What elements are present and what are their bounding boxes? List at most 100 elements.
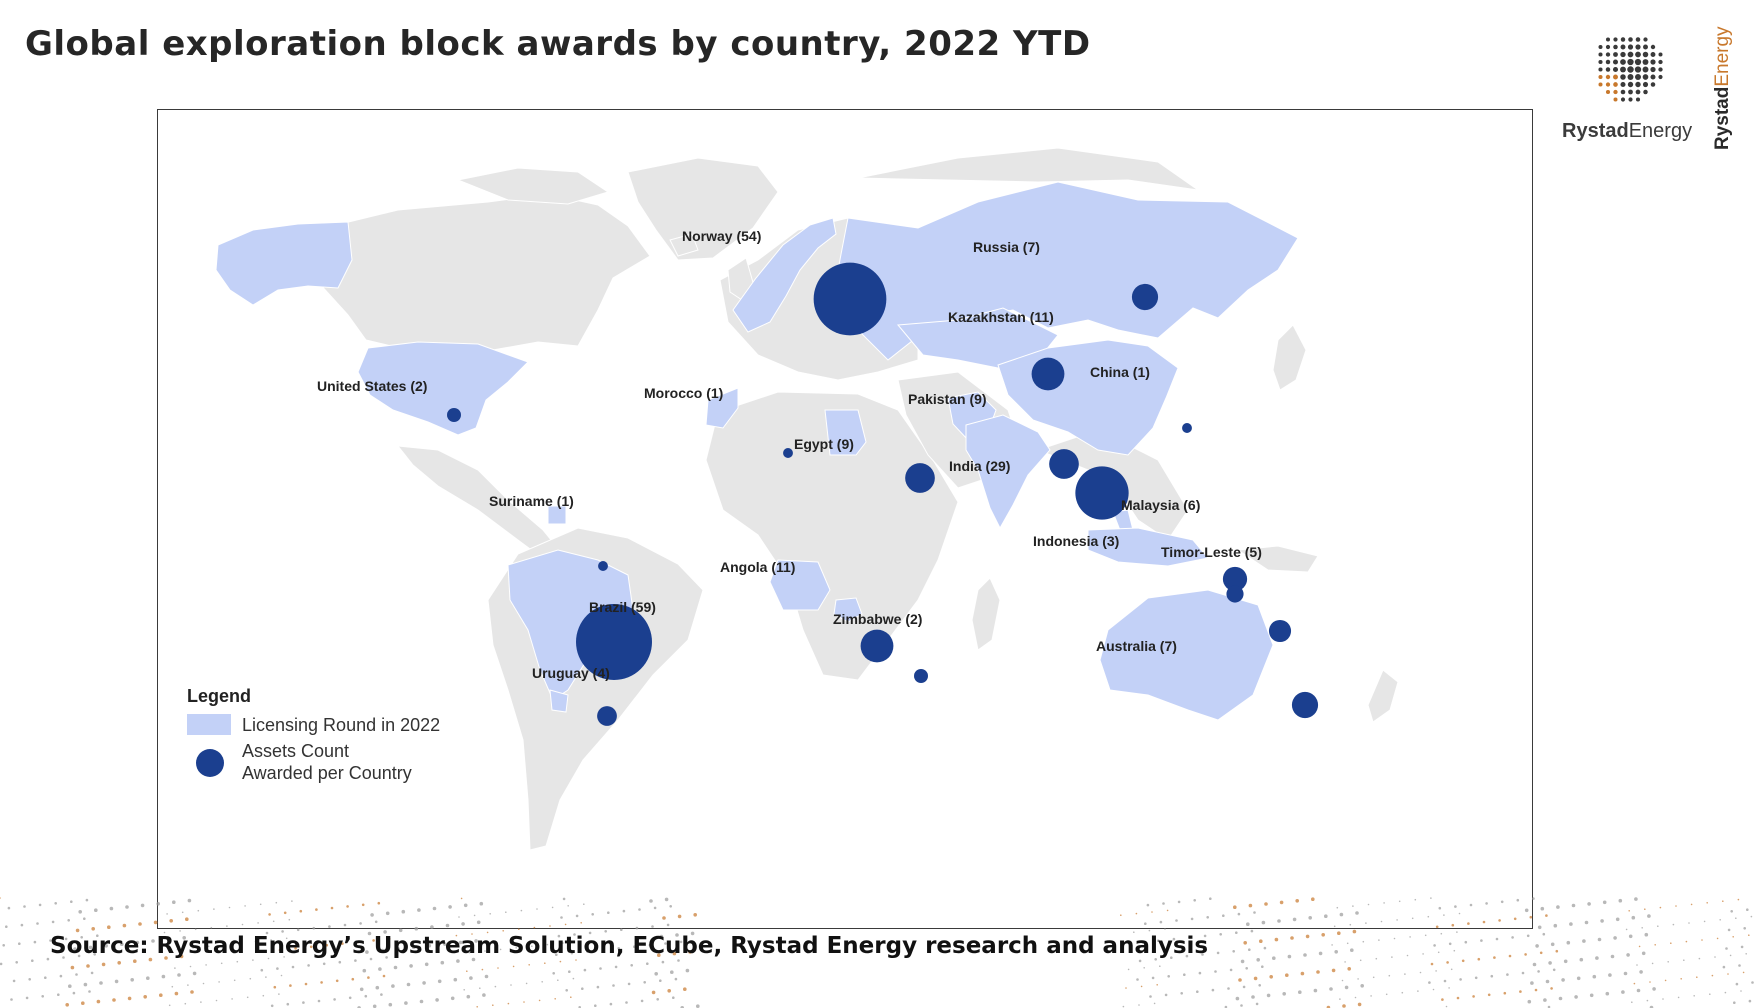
- decorative-dot: [1342, 1004, 1346, 1008]
- decorative-dot: [417, 908, 421, 912]
- decorative-dot: [31, 959, 34, 962]
- decorative-dot: [512, 965, 515, 968]
- logo-dot: [1635, 37, 1641, 42]
- decorative-dot: [85, 898, 89, 902]
- decorative-dot: [1269, 975, 1273, 979]
- decorative-dot: [1435, 970, 1437, 972]
- decorative-dot: [630, 964, 633, 967]
- decorative-dot: [567, 905, 569, 907]
- decorative-dot: [65, 1003, 69, 1007]
- decorative-dot: [391, 984, 395, 988]
- logo-dot: [1643, 89, 1648, 95]
- decorative-dot: [283, 956, 285, 958]
- logo-dot: [1605, 89, 1611, 95]
- decorative-dot: [176, 948, 179, 951]
- decorative-dot: [1253, 911, 1256, 914]
- decorative-dot: [551, 906, 554, 909]
- decorative-dot: [515, 947, 517, 949]
- decorative-dot: [270, 939, 272, 941]
- decorative-dot: [1120, 914, 1122, 916]
- decorative-dot: [1631, 1001, 1633, 1003]
- decorative-dot: [625, 1001, 628, 1004]
- decorative-dot: [1542, 932, 1546, 936]
- decorative-dot: [1430, 897, 1432, 899]
- decorative-dot: [1428, 981, 1431, 984]
- logo-dot: [1605, 37, 1611, 42]
- decorative-dot: [1641, 927, 1643, 929]
- decorative-dot: [161, 974, 166, 979]
- label-egypt: Egypt (9): [794, 436, 854, 452]
- decorative-dot: [135, 940, 140, 945]
- map-frame: Norway (54) Russia (7) Kazakhstan (11) C…: [157, 109, 1533, 929]
- decorative-dot: [1344, 961, 1346, 963]
- decorative-dot: [1172, 937, 1176, 941]
- decorative-dot: [1305, 934, 1310, 939]
- decorative-dot: [1409, 936, 1411, 938]
- decorative-dot: [1675, 905, 1677, 907]
- decorative-dot: [1638, 945, 1641, 948]
- decorative-dot: [1331, 944, 1333, 946]
- decorative-dot: [1555, 949, 1559, 953]
- decorative-dot: [664, 897, 669, 902]
- decorative-dot: [1664, 979, 1667, 982]
- decorative-dot: [440, 960, 445, 965]
- decorative-dot: [1146, 903, 1150, 907]
- decorative-dot: [246, 996, 249, 999]
- world-map: Norway (54) Russia (7) Kazakhstan (11) C…: [187, 147, 1399, 851]
- decorative-dot: [20, 923, 24, 927]
- decorative-dot: [372, 1004, 377, 1008]
- decorative-dot: [466, 970, 468, 972]
- decorative-dot: [296, 928, 300, 932]
- decorative-dot: [1716, 937, 1719, 940]
- decorative-dot: [1151, 976, 1155, 980]
- decorative-dot: [70, 965, 75, 970]
- decorative-dot: [560, 916, 563, 919]
- logo-dot: [1627, 44, 1634, 50]
- decorative-dot: [197, 909, 200, 912]
- decorative-dot: [1621, 990, 1625, 994]
- decorative-dot: [640, 999, 644, 1003]
- decorative-dot: [1724, 991, 1727, 994]
- decorative-dot: [533, 926, 536, 929]
- decorative-dot: [260, 968, 264, 972]
- decorative-dot: [1735, 917, 1737, 919]
- decorative-dot: [1467, 922, 1470, 925]
- logo-dot: [1613, 52, 1618, 57]
- decorative-dot: [1196, 990, 1199, 993]
- decorative-dot: [1742, 971, 1745, 974]
- decorative-dot: [333, 998, 336, 1001]
- logo-dot: [1605, 52, 1611, 57]
- decorative-dot: [68, 984, 72, 988]
- logo-dot: [1613, 89, 1618, 95]
- decorative-dot: [112, 998, 116, 1002]
- decorative-dot: [1334, 950, 1338, 954]
- decorative-dot: [1672, 923, 1675, 926]
- decorative-dot: [1167, 975, 1170, 978]
- decorative-dot: [207, 945, 210, 948]
- label-brazil: Brazil (59): [589, 599, 656, 615]
- decorative-dot: [411, 945, 416, 950]
- decorative-dot: [1571, 903, 1576, 908]
- decorative-dot: [1406, 954, 1409, 957]
- decorative-dot: [1141, 941, 1144, 944]
- decorative-dot: [677, 914, 682, 919]
- decorative-dot: [378, 967, 382, 971]
- logo-dot: [1643, 44, 1648, 50]
- decorative-dot: [1264, 902, 1268, 906]
- decorative-dot: [1433, 944, 1436, 947]
- decorative-dot: [497, 967, 499, 969]
- decorative-dot: [185, 917, 189, 921]
- decorative-dot: [401, 909, 406, 914]
- logo-dot: [1598, 52, 1603, 57]
- bubble-malaysia: [1222, 566, 1248, 592]
- decorative-dot: [1430, 962, 1434, 966]
- decorative-dot: [1750, 915, 1753, 918]
- decorative-dot: [2, 944, 5, 947]
- decorative-dot: [591, 913, 594, 916]
- logo-dot: [1627, 74, 1634, 80]
- logo-dot: [1628, 37, 1633, 42]
- decorative-dot: [94, 908, 98, 912]
- decorative-dot: [1331, 968, 1336, 973]
- bubble-brazil: [576, 604, 652, 680]
- decorative-dot: [38, 903, 42, 907]
